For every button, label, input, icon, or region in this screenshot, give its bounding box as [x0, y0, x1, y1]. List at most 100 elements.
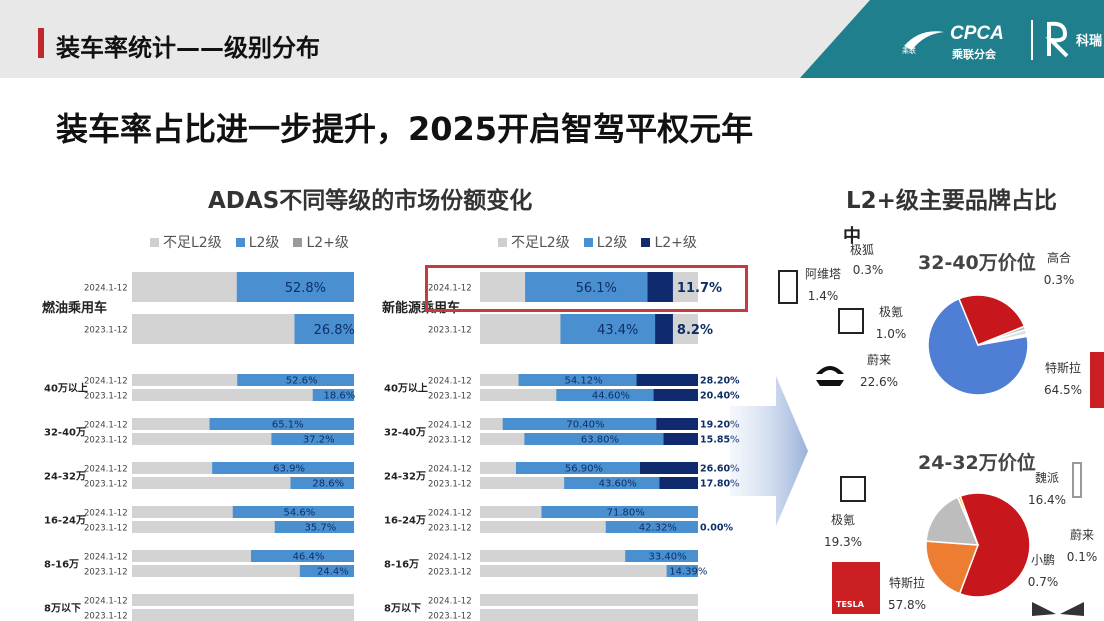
- bar-segment-below-l2: [480, 594, 698, 606]
- bar-segment-l2: [556, 389, 654, 401]
- bar-segment-below-l2: [132, 594, 354, 606]
- tesla-wordmark: TESLA: [836, 600, 864, 609]
- legend-label: L2+级: [654, 235, 697, 251]
- bar-value-l2: 37.2%: [303, 435, 335, 446]
- bar-segment-l2: [625, 550, 698, 562]
- pie-slice: [927, 297, 1029, 396]
- bar-segment-l2: [299, 565, 354, 577]
- group-label: 16-24万: [384, 515, 426, 527]
- brand-label-zeekr: 极氪: [830, 513, 855, 527]
- period-label: 2024.1-12: [84, 597, 128, 607]
- bar-segment-l2: [560, 314, 656, 344]
- slice-value-tesla: 57.8%: [887, 598, 927, 612]
- group-label: 8-16万: [384, 559, 419, 571]
- bar-segment-l2: [524, 433, 664, 445]
- bar-segment-l2plus: [663, 433, 698, 445]
- pie-slice: [958, 492, 1031, 598]
- slice-value-avatr: 1.4%: [807, 289, 839, 303]
- jihu-logo-icon: 中: [843, 226, 861, 247]
- pie-slice: [925, 496, 980, 546]
- period-label: 2023.1-12: [428, 392, 472, 402]
- pie-slice: [956, 495, 979, 546]
- bar-value-l2plus: 26.60%: [700, 464, 740, 475]
- pie-slice: [925, 540, 980, 595]
- kr-logo-text: 科瑞: [1076, 33, 1103, 48]
- period-label: 2024.1-12: [84, 284, 128, 294]
- brand-label-nio: 蔚来: [1069, 528, 1094, 542]
- period-label: 2024.1-12: [428, 465, 472, 475]
- bar-segment-l2: [294, 314, 354, 344]
- bar-value-l2: 44.60%: [592, 391, 630, 402]
- legend-item-l2: L2级: [583, 232, 627, 252]
- bar-value-l2plus: 28.20%: [700, 376, 740, 387]
- legend-ice: 不足L2级 L2级 L2+级: [150, 232, 349, 252]
- bar-segment-l2plus: [656, 418, 698, 430]
- bar-value-l2: 24.4%: [317, 567, 349, 578]
- bar-segment-below-l2: [132, 389, 354, 401]
- bar-segment-l2plus: [636, 374, 698, 386]
- bar-segment-below-l2: [480, 609, 698, 621]
- bar-segment-below-l2: [480, 565, 698, 577]
- bar-value-l2: 63.80%: [581, 435, 619, 446]
- legend-item-below-l2: 不足L2级: [498, 232, 570, 252]
- brand-label-zeekr: 极氪: [878, 305, 903, 319]
- period-label: 2024.1-12: [428, 553, 472, 563]
- period-label: 2023.1-12: [84, 480, 128, 490]
- period-label: 2023.1-12: [84, 524, 128, 534]
- legend-label: L2+级: [306, 235, 349, 251]
- bar-value-l2: 26.8%: [314, 323, 355, 338]
- brand-label-jihu: 极狐: [837, 242, 887, 258]
- brand-label-tesla: 特斯拉: [888, 576, 925, 590]
- period-label: 2023.1-12: [428, 326, 472, 336]
- bar-value-l2plus: 0.00%: [700, 523, 733, 534]
- group-label: 8-16万: [44, 559, 79, 571]
- bar-value-l2plus: 8.2%: [677, 323, 713, 338]
- bar-value-l2: 54.6%: [284, 508, 316, 519]
- page-title: 装车率统计——级别分布: [56, 34, 320, 62]
- bar-segment-l2: [209, 418, 354, 430]
- bar-value-l2: 52.8%: [285, 281, 326, 296]
- brand-label-gaohe: 高合: [1046, 251, 1071, 265]
- bar-segment-l2plus: [659, 477, 698, 489]
- left-section-title: ADAS不同等级的市场份额变化: [208, 188, 533, 214]
- bar-segment-l2: [605, 521, 698, 533]
- bar-value-l2plus: 11.7%: [677, 281, 722, 296]
- slice-value-wey: 16.4%: [1027, 493, 1067, 507]
- legend-item-l2: L2级: [235, 232, 280, 252]
- period-label: 2023.1-12: [84, 392, 128, 402]
- cpca-swoosh-icon: 乘联: [902, 31, 944, 54]
- period-label: 2023.1-12: [428, 480, 472, 490]
- bar-segment-l2: [541, 506, 698, 518]
- bar-value-l2: 43.60%: [599, 479, 637, 490]
- bar-segment-l2: [250, 550, 354, 562]
- slice-value-zeekr: 19.3%: [823, 535, 863, 549]
- bar-segment-l2: [290, 477, 354, 489]
- group-label: 24-32万: [384, 471, 426, 483]
- bar-value-l2: 43.4%: [597, 323, 638, 338]
- right-section-title: L2+级主要品牌占比: [846, 188, 1057, 214]
- bar-value-l2: 71.80%: [607, 508, 645, 519]
- bar-value-l2: 46.4%: [293, 552, 325, 563]
- bar-segment-l2: [274, 521, 354, 533]
- bar-segment-l2plus: [653, 389, 698, 401]
- legend-swatch-blue: [583, 237, 593, 247]
- tesla-logo-icon: TESLA: [832, 562, 880, 614]
- brand-name: 极狐: [849, 243, 874, 257]
- group-label: 燃油乘用车: [42, 300, 107, 316]
- bar-segment-l2plus: [647, 272, 673, 302]
- highlight-frame: [425, 265, 748, 312]
- pie-title-24-32: 24-32万价位: [918, 452, 1036, 474]
- period-label: 2024.1-12: [84, 377, 128, 387]
- legend-label: L2级: [248, 235, 280, 251]
- bar-segment-l2: [518, 374, 637, 386]
- bar-value-l2plus: 20.40%: [700, 391, 740, 402]
- legend-swatch-blue: [235, 237, 245, 247]
- arrow-right-icon: [730, 376, 808, 526]
- bar-segment-l2: [237, 374, 354, 386]
- legend-swatch-gray: [150, 237, 159, 247]
- period-label: 2024.1-12: [428, 284, 472, 294]
- bar-value-l2: 65.1%: [272, 420, 304, 431]
- xpeng-logo-icon: [1032, 602, 1084, 616]
- slice-value-zeekr: 1.0%: [875, 327, 907, 341]
- bar-value-l2: 56.1%: [576, 281, 617, 296]
